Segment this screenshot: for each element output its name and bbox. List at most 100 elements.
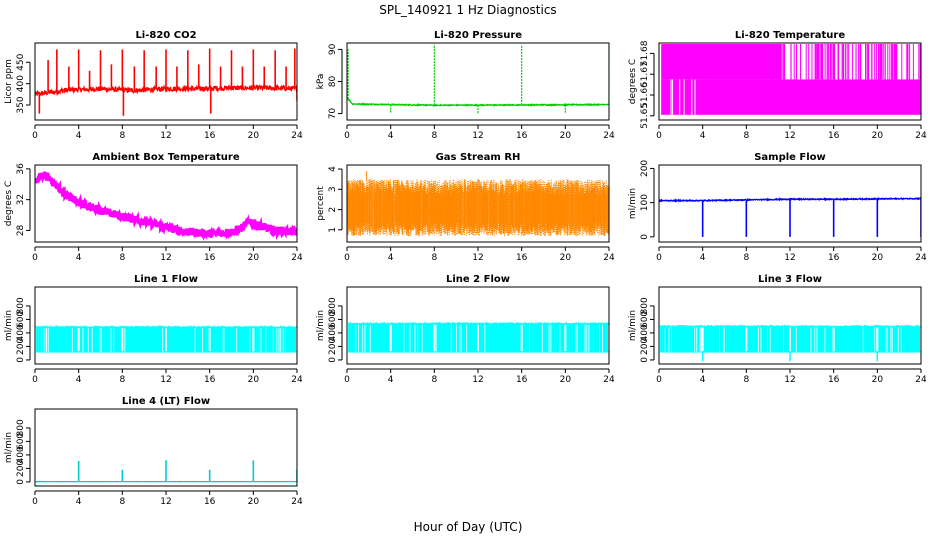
x-tick-label-co2-1: 4 bbox=[76, 131, 82, 141]
panel-title-temperature: Li-820 Temperature bbox=[735, 30, 845, 41]
y-axis-label-rh: percent bbox=[316, 186, 326, 221]
frame-line1 bbox=[34, 286, 298, 365]
y-tick-label-ambient-2: 36 bbox=[16, 163, 26, 175]
x-tick-label-pressure-0: 0 bbox=[344, 131, 350, 141]
x-axis-title: Hour of Day (UTC) bbox=[414, 520, 523, 534]
y-tick-label-sampleflow-2: 200 bbox=[640, 160, 650, 177]
x-tick-label-line3-6: 24 bbox=[915, 375, 927, 385]
panel-title-line1: Line 1 Flow bbox=[134, 274, 198, 285]
x-tick-label-rh-3: 12 bbox=[472, 253, 483, 263]
x-tick-label-temperature-4: 16 bbox=[828, 131, 840, 141]
y-tick-label-line2-3: 600 bbox=[328, 311, 338, 328]
y-tick-label-line1-0: 0 bbox=[16, 357, 26, 363]
y-tick-label-ambient-1: 32 bbox=[16, 194, 26, 205]
panel-line1: Line 1 Flow ml/min 0 4 8 12 16 20 24 0 20040060080… bbox=[4, 274, 303, 385]
x-tick-label-line2-0: 0 bbox=[344, 375, 350, 385]
plot-area-sampleflow bbox=[659, 196, 921, 237]
panel-title-sampleflow: Sample Flow bbox=[754, 152, 826, 163]
frame-pressure bbox=[346, 42, 610, 121]
x-tick-label-co2-6: 24 bbox=[291, 131, 303, 141]
y-tick-label-pressure-0: 70 bbox=[328, 108, 338, 120]
plot-area-line4 bbox=[35, 460, 297, 483]
y-tick-label-line3-3: 600 bbox=[640, 311, 650, 328]
y-tick-label-rh-1: 2 bbox=[328, 207, 338, 213]
panel-title-rh: Gas Stream RH bbox=[436, 152, 521, 163]
x-tick-label-line4-5: 20 bbox=[248, 497, 260, 507]
x-tick-label-rh-0: 0 bbox=[344, 253, 350, 263]
y-axis-label-line3: ml/min bbox=[628, 310, 638, 341]
x-tick-label-co2-3: 12 bbox=[160, 131, 171, 141]
panel-title-pressure: Li-820 Pressure bbox=[434, 30, 522, 41]
x-tick-label-line3-5: 20 bbox=[872, 375, 884, 385]
x-tick-label-rh-4: 16 bbox=[516, 253, 528, 263]
x-tick-label-pressure-3: 12 bbox=[472, 131, 483, 141]
x-tick-label-ambient-5: 20 bbox=[248, 253, 260, 263]
y-axis-label-temperature: degrees C bbox=[628, 59, 638, 104]
band-temperature-high bbox=[661, 44, 782, 80]
band-temperature-low bbox=[661, 79, 921, 115]
y-tick-label-temperature-2: 51.67 bbox=[640, 61, 650, 87]
plot-area-line2 bbox=[347, 322, 609, 353]
x-tick-label-temperature-6: 24 bbox=[915, 131, 927, 141]
y-tick-label-pressure-2: 90 bbox=[328, 43, 338, 55]
y-tick-label-line1-2: 400 bbox=[16, 324, 26, 341]
y-tick-label-co2-1: 400 bbox=[16, 75, 26, 92]
x-tick-label-temperature-5: 20 bbox=[872, 131, 884, 141]
panel-pressure: Li-820 Pressure kPa 0 4 8 12 16 20 24 70 80 90 bbox=[316, 30, 615, 141]
panel-ambient: Ambient Box Temperature degrees C 0 4 8 12 16 2… bbox=[4, 152, 303, 263]
x-tick-label-line4-0: 0 bbox=[32, 497, 38, 507]
frame-sampleflow bbox=[658, 164, 922, 243]
x-tick-label-sampleflow-3: 12 bbox=[784, 253, 795, 263]
x-tick-label-line3-3: 12 bbox=[784, 375, 795, 385]
x-tick-label-ambient-6: 24 bbox=[291, 253, 303, 263]
x-tick-label-temperature-3: 12 bbox=[784, 131, 795, 141]
panel-sampleflow: Sample Flow ml/min 0 4 8 12 16 20 24 0 100 200 bbox=[628, 152, 927, 263]
x-tick-label-sampleflow-0: 0 bbox=[656, 253, 662, 263]
x-tick-label-ambient-2: 8 bbox=[119, 253, 125, 263]
x-tick-label-pressure-5: 20 bbox=[560, 131, 572, 141]
x-tick-label-ambient-0: 0 bbox=[32, 253, 38, 263]
x-tick-label-temperature-2: 8 bbox=[743, 131, 749, 141]
x-tick-label-co2-4: 16 bbox=[204, 131, 216, 141]
x-tick-label-pressure-4: 16 bbox=[516, 131, 528, 141]
y-tick-label-rh-3: 4 bbox=[328, 166, 338, 172]
plot-area-temperature bbox=[661, 44, 921, 115]
x-tick-label-line1-1: 4 bbox=[76, 375, 82, 385]
x-tick-label-line4-2: 8 bbox=[119, 497, 125, 507]
frame-line2 bbox=[346, 286, 610, 365]
panel-title-ambient: Ambient Box Temperature bbox=[92, 152, 239, 163]
y-tick-label-line3-4: 800 bbox=[640, 297, 650, 314]
series-pressure bbox=[347, 97, 609, 108]
main-title: SPL_140921 1 Hz Diagnostics bbox=[379, 3, 556, 17]
y-tick-label-line2-1: 200 bbox=[328, 338, 338, 355]
x-tick-label-line4-3: 12 bbox=[160, 497, 171, 507]
x-tick-label-line2-3: 12 bbox=[472, 375, 483, 385]
x-tick-label-sampleflow-1: 4 bbox=[700, 253, 706, 263]
panel-title-line4: Line 4 (LT) Flow bbox=[122, 396, 210, 407]
x-tick-label-line1-2: 8 bbox=[119, 375, 125, 385]
y-tick-label-line2-0: 0 bbox=[328, 357, 338, 363]
y-tick-label-pressure-1: 80 bbox=[328, 76, 338, 88]
series-ambient bbox=[35, 171, 297, 241]
x-tick-label-line1-6: 24 bbox=[291, 375, 303, 385]
panel-title-line2: Line 2 Flow bbox=[446, 274, 510, 285]
y-axis-label-ambient: degrees C bbox=[4, 181, 14, 226]
y-tick-label-temperature-1: 51.66 bbox=[640, 82, 650, 108]
band-edge-line1 bbox=[35, 325, 297, 327]
series-rh bbox=[347, 179, 609, 236]
x-tick-label-pressure-2: 8 bbox=[431, 131, 437, 141]
panel-temperature: Li-820 Temperature degrees C 0 4 8 12 16 20 24 51… bbox=[628, 30, 927, 141]
x-tick-label-sampleflow-2: 8 bbox=[743, 253, 749, 263]
x-tick-label-line1-4: 16 bbox=[204, 375, 216, 385]
y-tick-label-line3-0: 0 bbox=[640, 357, 650, 363]
y-tick-label-line4-3: 600 bbox=[16, 433, 26, 450]
y-tick-label-temperature-3: 51.68 bbox=[640, 40, 650, 66]
x-tick-label-temperature-1: 4 bbox=[700, 131, 706, 141]
x-tick-label-sampleflow-5: 20 bbox=[872, 253, 884, 263]
plot-area-co2 bbox=[35, 48, 297, 116]
band-gaps-line1 bbox=[41, 328, 286, 352]
y-tick-label-line2-4: 800 bbox=[328, 297, 338, 314]
gaps-temperature bbox=[670, 79, 696, 115]
